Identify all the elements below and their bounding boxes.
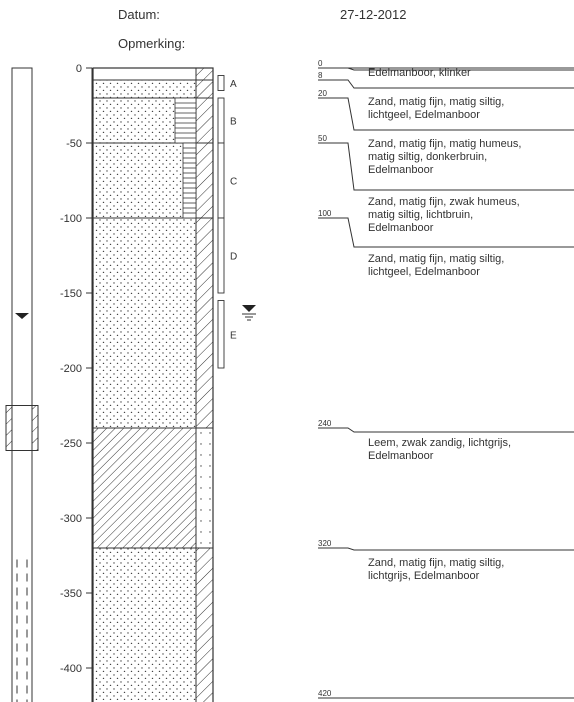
boundary-line-5 [318,427,574,433]
opmerking-label: Opmerking: [118,36,185,51]
depth-label-100: 100 [318,209,332,218]
axis-tick-label: -250 [60,438,82,450]
axis-tick-label: -200 [60,363,82,375]
layer-description-4: Zand, matig fijn, matig siltig, lichtgeel… [368,253,504,278]
layer-descriptions: 0 8 20 50 100 240 320 420 Edelmanboor, klinker Za… [318,59,574,699]
depth-label-20: 20 [318,89,327,98]
layer-color-3 [195,142,214,219]
monitoring-well [5,67,39,702]
axis-tick-label: -100 [60,213,82,225]
layer-description-3: Zand, matig fijn, zwak humeus, matig silt… [368,196,520,234]
boundary-line-4 [318,217,574,248]
sample-bracket-E [217,300,225,369]
layer-texture-6 [92,547,197,702]
datum-value: 27-12-2012 [340,7,407,22]
depth-label-8: 8 [318,71,323,80]
lithology-column [92,67,214,702]
layer-description-5: Leem, zwak zandig, lichtgrijs, Edelmanboo… [368,437,511,462]
sample-bracket-D [217,217,225,294]
well-inner [11,405,33,451]
layer-description-0: Edelmanboor, klinker [368,67,471,79]
layer-description-1: Zand, matig fijn, matig siltig, lichtgeel… [368,96,504,121]
sample-bracket-A [217,75,225,91]
sample-label-E: E [230,330,237,341]
depth-label-0: 0 [318,59,323,68]
axis-tick-label: -300 [60,513,82,525]
boundary-line-3 [318,142,574,191]
layer-texture-5 [92,427,197,549]
depth-label-bottom: 420 [318,689,332,698]
column-border [92,67,214,702]
groundwater-level-icon [242,305,256,321]
axis-tick-label: 0 [76,63,82,75]
axis-tick-label: -150 [60,288,82,300]
layer-color-0 [195,67,214,81]
layer-texture-0 [92,67,197,81]
boundary-line-6 [318,547,574,551]
sample-intervals: A B C D E [217,75,256,369]
axis-tick-label: -50 [66,138,82,150]
sample-bracket-C [217,142,225,219]
axis-tick-label: -350 [60,588,82,600]
layer-color-4 [195,217,214,429]
well-casing [11,67,33,702]
depth-axis: 0 -50 -100 -150 -200 -250 -300 -350 -400 [60,63,93,702]
well-water-level-icon [15,313,29,319]
depth-label-240: 240 [318,419,332,428]
datum-label: Datum: [118,7,160,22]
layer-texture-3 [92,142,197,219]
sample-label-D: D [230,252,237,263]
boundary-line-1 [318,79,574,89]
humus-box-1 [182,142,197,219]
sample-bracket-B [217,97,225,144]
layer-color-2 [195,97,214,144]
boundary-line-2 [318,97,574,131]
depth-label-320: 320 [318,539,332,548]
layer-color-5 [195,427,214,549]
axis-tick-label: -400 [60,663,82,675]
humus-box-0 [174,97,197,144]
groundwater-triangle [242,305,256,312]
layer-color-6 [195,547,214,702]
layer-texture-1 [92,79,197,99]
layer-texture-4 [92,217,197,429]
sample-label-C: C [230,177,237,188]
sample-label-A: A [230,79,237,90]
layer-color-1 [195,79,214,99]
depth-label-50: 50 [318,134,327,143]
sample-label-B: B [230,117,237,128]
layer-description-2: Zand, matig fijn, matig humeus, matig sil… [368,138,521,176]
layer-description-6: Zand, matig fijn, matig siltig, lichtgrij… [368,557,504,582]
